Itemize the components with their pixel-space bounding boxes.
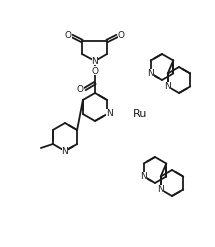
Text: N: N (62, 147, 68, 157)
Text: O: O (118, 32, 124, 41)
Text: N: N (157, 185, 164, 194)
Text: N: N (147, 69, 154, 78)
Text: N: N (106, 109, 112, 119)
Text: O: O (64, 32, 72, 41)
Text: N: N (92, 57, 98, 65)
Text: N: N (140, 172, 147, 181)
Text: O: O (92, 66, 98, 76)
Text: N: N (164, 82, 171, 91)
Text: O: O (77, 84, 83, 94)
Text: Ru: Ru (133, 109, 147, 119)
